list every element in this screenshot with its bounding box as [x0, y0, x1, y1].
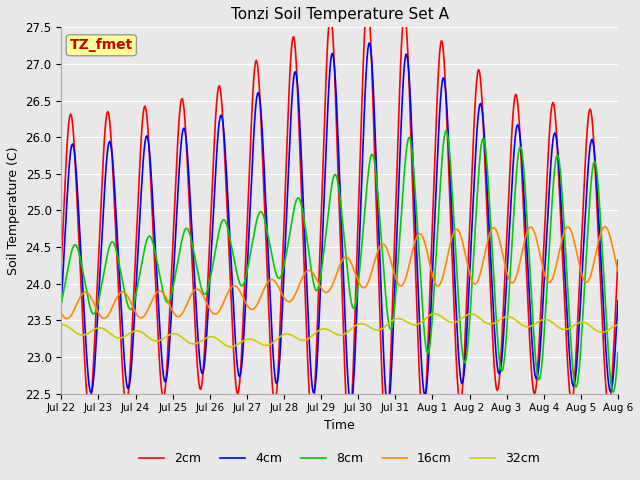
- 32cm: [387, 319, 394, 325]
- 2cm: [364, 0, 371, 5]
- 16cm: [430, 277, 438, 283]
- 8cm: [58, 300, 65, 306]
- Line: 16cm: 16cm: [61, 227, 618, 319]
- Line: 8cm: 8cm: [61, 131, 618, 392]
- 2cm: [431, 155, 439, 161]
- 2cm: [58, 259, 65, 264]
- 4cm: [383, 404, 391, 409]
- 32cm: [431, 311, 439, 317]
- 4cm: [200, 361, 208, 367]
- 16cm: [202, 298, 209, 303]
- X-axis label: Time: Time: [324, 419, 355, 432]
- 16cm: [310, 272, 318, 278]
- 16cm: [614, 268, 622, 274]
- 8cm: [614, 349, 622, 355]
- 32cm: [227, 344, 234, 350]
- 8cm: [477, 142, 485, 148]
- 2cm: [309, 407, 317, 412]
- 16cm: [58, 311, 65, 316]
- 4cm: [431, 215, 439, 221]
- 8cm: [385, 324, 393, 330]
- 16cm: [477, 267, 485, 273]
- 32cm: [479, 317, 486, 323]
- Title: Tonzi Soil Temperature Set A: Tonzi Soil Temperature Set A: [230, 7, 449, 22]
- 2cm: [156, 365, 164, 371]
- 16cm: [387, 256, 394, 262]
- 2cm: [200, 348, 208, 354]
- 32cm: [430, 311, 438, 317]
- 16cm: [63, 316, 71, 322]
- Text: TZ_fmet: TZ_fmet: [70, 38, 133, 52]
- 4cm: [156, 325, 164, 331]
- 4cm: [365, 40, 372, 46]
- 4cm: [479, 108, 486, 114]
- Line: 32cm: 32cm: [61, 314, 618, 347]
- 2cm: [479, 102, 486, 108]
- 2cm: [614, 257, 622, 263]
- 8cm: [609, 389, 617, 395]
- 8cm: [156, 273, 164, 278]
- 8cm: [429, 304, 437, 310]
- Line: 2cm: 2cm: [61, 2, 618, 432]
- 32cm: [614, 322, 622, 328]
- 8cm: [442, 128, 450, 133]
- 32cm: [58, 322, 65, 328]
- 2cm: [382, 429, 390, 435]
- 32cm: [310, 331, 318, 337]
- Y-axis label: Soil Temperature (C): Soil Temperature (C): [7, 146, 20, 275]
- 32cm: [156, 337, 164, 343]
- Legend: 2cm, 4cm, 8cm, 16cm, 32cm: 2cm, 4cm, 8cm, 16cm, 32cm: [134, 447, 545, 470]
- 4cm: [387, 371, 395, 377]
- 32cm: [200, 336, 208, 342]
- 4cm: [614, 298, 622, 303]
- 8cm: [200, 291, 208, 297]
- Line: 4cm: 4cm: [61, 43, 618, 407]
- 2cm: [387, 341, 395, 347]
- 8cm: [309, 278, 317, 284]
- 16cm: [157, 288, 164, 294]
- 4cm: [58, 300, 65, 305]
- 16cm: [601, 224, 609, 229]
- 4cm: [309, 389, 317, 395]
